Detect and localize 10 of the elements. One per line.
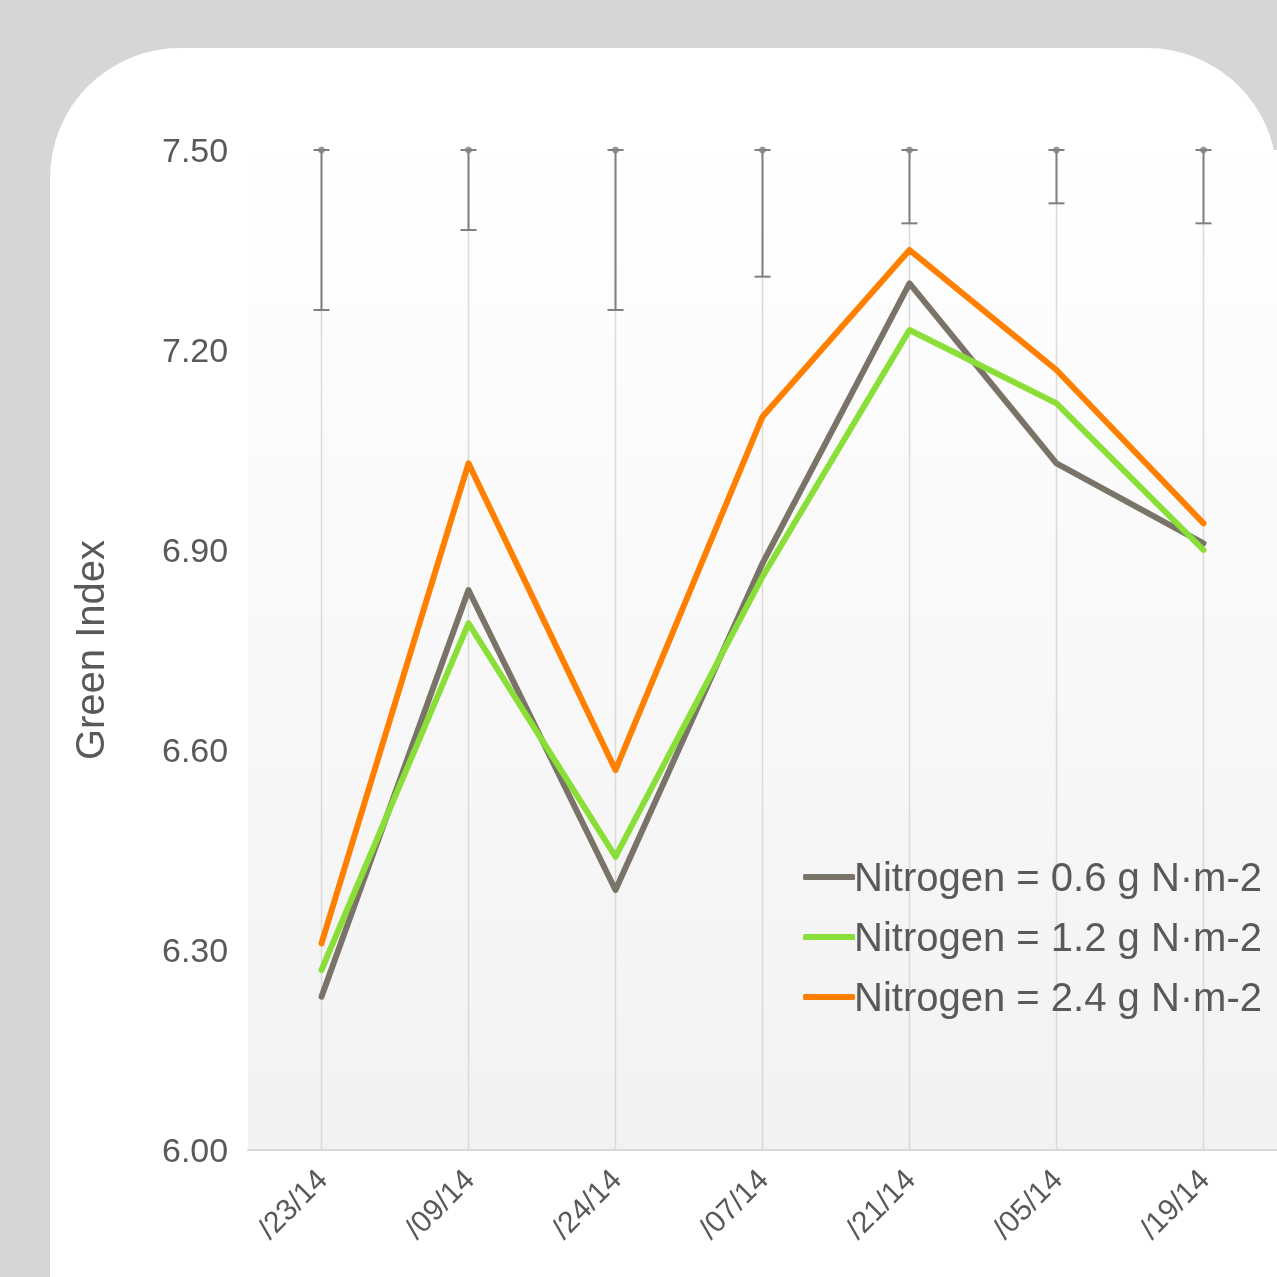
- y-tick-label: 6.30: [162, 931, 229, 969]
- legend-label: Nitrogen = 2.4 g N·m-2: [854, 975, 1262, 1019]
- y-tick-label: 7.50: [162, 131, 229, 169]
- legend-label: Nitrogen = 1.2 g N·m-2: [854, 915, 1262, 959]
- y-tick-label: 6.60: [162, 731, 229, 769]
- y-tick-label: 6.90: [162, 531, 229, 569]
- y-axis-title: Green Index: [68, 539, 112, 761]
- legend-label: Nitrogen = 0.6 g N·m-2: [854, 855, 1262, 899]
- y-tick-label: 6.00: [162, 1131, 229, 1169]
- y-tick-label: 7.20: [162, 331, 229, 369]
